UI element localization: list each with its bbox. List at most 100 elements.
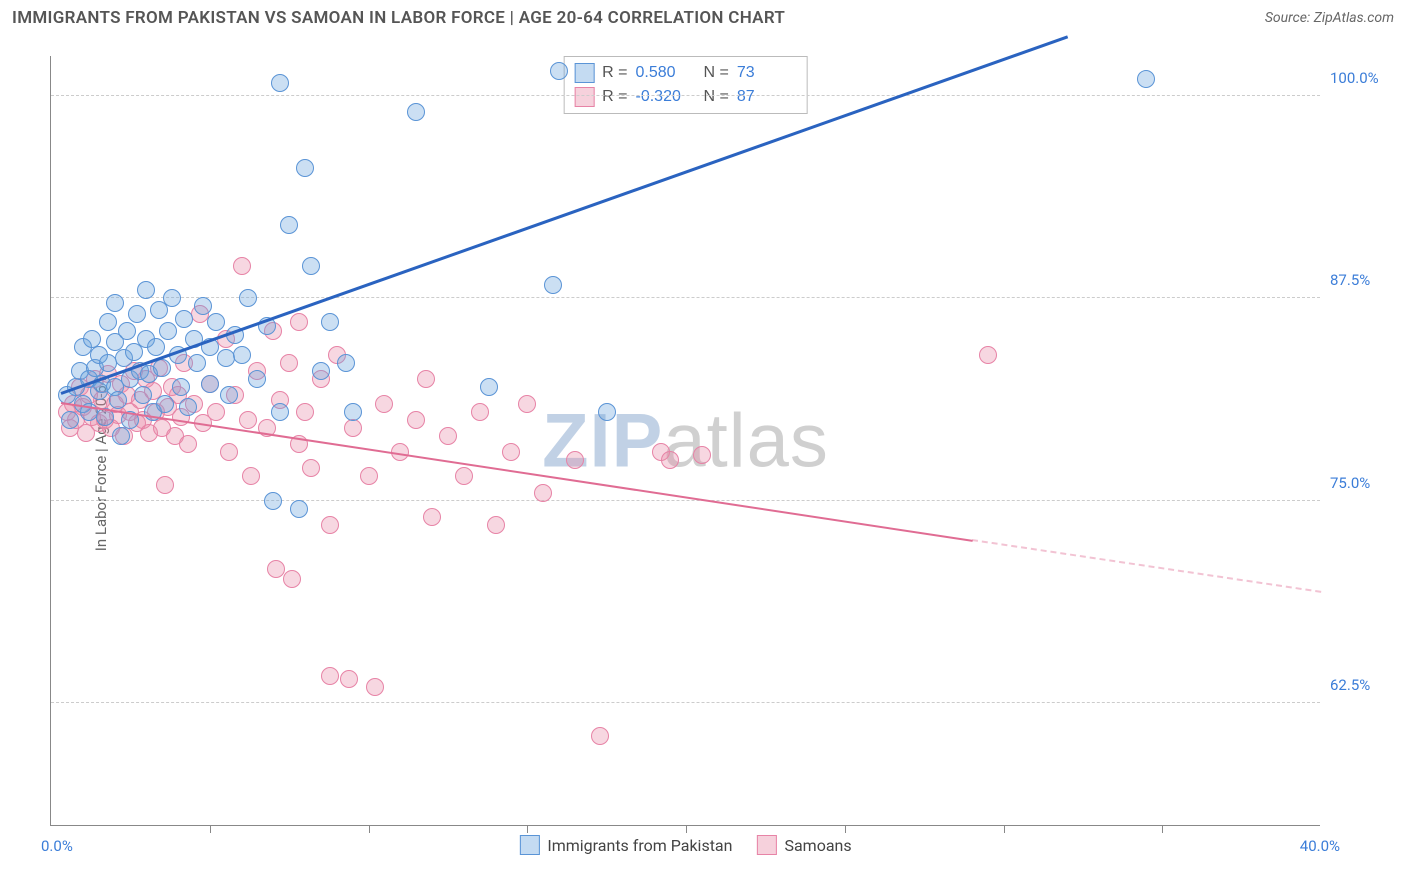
swatch-a-icon <box>519 835 539 855</box>
x-tick <box>527 825 528 833</box>
legend-row-a: R = 0.580 N = 73 <box>574 61 797 85</box>
point-pakistan <box>128 305 146 323</box>
point-samoans <box>693 446 711 464</box>
y-tick-label: 62.5% <box>1330 676 1390 694</box>
point-samoans <box>566 451 584 469</box>
n-value-b: 87 <box>737 85 797 109</box>
x-tick <box>845 825 846 833</box>
point-pakistan <box>598 403 616 421</box>
point-pakistan <box>407 103 425 121</box>
swatch-series-b <box>574 87 594 107</box>
source-attribution: Source: ZipAtlas.com <box>1265 10 1394 26</box>
legend-label-b: Samoans <box>784 836 851 855</box>
point-pakistan <box>302 257 320 275</box>
point-pakistan <box>280 216 298 234</box>
point-pakistan <box>112 427 130 445</box>
point-samoans <box>340 670 358 688</box>
point-samoans <box>423 508 441 526</box>
point-pakistan <box>271 74 289 92</box>
point-pakistan <box>296 159 314 177</box>
x-tick <box>369 825 370 833</box>
chart-area: In Labor Force | Age 20-64 ZIPatlas R = … <box>0 36 1406 892</box>
point-pakistan <box>321 313 339 331</box>
chart-container: IMMIGRANTS FROM PAKISTAN VS SAMOAN IN LA… <box>0 0 1406 892</box>
point-samoans <box>207 403 225 421</box>
point-samoans <box>366 678 384 696</box>
point-pakistan <box>61 411 79 429</box>
point-samoans <box>290 313 308 331</box>
point-pakistan <box>312 362 330 380</box>
point-samoans <box>283 570 301 588</box>
n-label-a: N = <box>704 61 729 85</box>
chart-title: IMMIGRANTS FROM PAKISTAN VS SAMOAN IN LA… <box>12 8 785 28</box>
point-samoans <box>302 459 320 477</box>
point-pakistan <box>233 346 251 364</box>
point-samoans <box>296 403 314 421</box>
point-pakistan <box>271 403 289 421</box>
point-samoans <box>375 395 393 413</box>
point-pakistan <box>156 395 174 413</box>
point-samoans <box>239 411 257 429</box>
point-samoans <box>321 667 339 685</box>
point-pakistan <box>163 289 181 307</box>
legend-item-b: Samoans <box>756 835 851 855</box>
swatch-series-a <box>574 63 594 83</box>
point-samoans <box>321 516 339 534</box>
trendline-samoans <box>60 402 972 542</box>
point-pakistan <box>344 403 362 421</box>
legend-item-a: Immigrants from Pakistan <box>519 835 732 855</box>
point-samoans <box>439 427 457 445</box>
point-samoans <box>417 370 435 388</box>
point-samoans <box>242 467 260 485</box>
gridline <box>51 95 1320 96</box>
point-pakistan <box>220 386 238 404</box>
point-pakistan <box>201 375 219 393</box>
watermark: ZIPatlas <box>542 397 829 484</box>
watermark-suffix: atlas <box>663 398 829 483</box>
point-samoans <box>360 467 378 485</box>
point-pakistan <box>172 378 190 396</box>
point-samoans <box>471 403 489 421</box>
legend-row-b: R = -0.320 N = 87 <box>574 85 797 109</box>
y-tick-label: 100.0% <box>1330 69 1390 87</box>
point-pakistan <box>134 386 152 404</box>
y-tick-label: 87.5% <box>1330 271 1390 289</box>
n-label-b: N = <box>704 85 729 109</box>
point-pakistan <box>264 492 282 510</box>
swatch-b-icon <box>756 835 776 855</box>
point-pakistan <box>106 294 124 312</box>
point-pakistan <box>337 354 355 372</box>
legend-series-box: Immigrants from Pakistan Samoans <box>519 835 851 855</box>
gridline <box>51 500 1320 501</box>
r-label-a: R = <box>602 61 627 85</box>
point-samoans <box>518 395 536 413</box>
point-pakistan <box>550 62 568 80</box>
point-samoans <box>534 484 552 502</box>
point-pakistan <box>159 322 177 340</box>
point-pakistan <box>544 276 562 294</box>
point-samoans <box>661 451 679 469</box>
point-pakistan <box>1137 70 1155 88</box>
point-samoans <box>455 467 473 485</box>
point-samoans <box>979 346 997 364</box>
r-value-b: -0.320 <box>636 85 696 109</box>
point-pakistan <box>239 289 257 307</box>
n-value-a: 73 <box>737 61 797 85</box>
y-tick-label: 75.0% <box>1330 474 1390 492</box>
point-samoans <box>156 476 174 494</box>
point-pakistan <box>480 378 498 396</box>
legend-label-a: Immigrants from Pakistan <box>547 836 732 855</box>
point-samoans <box>220 443 238 461</box>
point-pakistan <box>179 398 197 416</box>
x-axis-min-label: 0.0% <box>41 837 73 855</box>
point-pakistan <box>137 281 155 299</box>
x-axis-max-label: 40.0% <box>1300 837 1340 855</box>
point-pakistan <box>188 354 206 372</box>
point-samoans <box>487 516 505 534</box>
point-pakistan <box>153 359 171 377</box>
header: IMMIGRANTS FROM PAKISTAN VS SAMOAN IN LA… <box>0 0 1406 32</box>
legend-correlation-box: R = 0.580 N = 73 R = -0.320 N = 87 <box>563 56 808 114</box>
point-pakistan <box>109 391 127 409</box>
x-tick <box>1004 825 1005 833</box>
point-pakistan <box>248 370 266 388</box>
